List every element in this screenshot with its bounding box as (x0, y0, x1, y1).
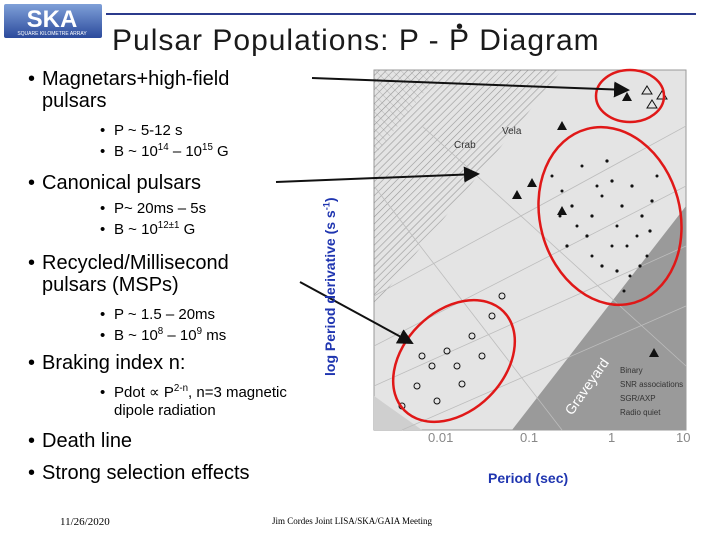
bullet-magnetars: • Magnetars+high-field pulsars (28, 68, 230, 112)
svg-text:Radio quiet: Radio quiet (620, 408, 661, 417)
footer-date: 11/26/2020 (60, 516, 110, 528)
bullet-recycled: • Recycled/Millisecond pulsars (MSPs) (28, 252, 229, 296)
svg-text:SGR/AXP: SGR/AXP (620, 394, 656, 403)
footer-meeting: Jim Cordes Joint LISA/SKA/GAIA Meeting (272, 516, 433, 526)
svg-text:SQUARE KILOMETRE ARRAY: SQUARE KILOMETRE ARRAY (17, 31, 87, 37)
svg-text:SNR associations: SNR associations (620, 380, 683, 389)
x-tick-3: 10 (676, 430, 691, 445)
bullet-magnetar-field: • B ~ 1014 – 1015 G (100, 142, 229, 160)
bullet-selection-effects: • Strong selection effects (28, 462, 250, 484)
bullet-canonical-field: • B ~ 1012±1 G (100, 220, 196, 238)
header-rule (106, 13, 696, 15)
x-tick-1: 0.1 (520, 430, 539, 445)
slide-title: Pulsar Populations: P - P • Diagram (112, 16, 600, 57)
x-tick-0: 0.01 (428, 430, 454, 445)
bullet-recycled-period: • P ~ 1.5 – 20ms (100, 306, 216, 323)
x-axis-label: Period (sec) (488, 470, 569, 486)
x-tick-2: 1 (608, 430, 616, 445)
bullet-recycled-field: • B ~ 108 – 109 ms (100, 326, 227, 344)
p-pdot-diagram: Crab Vela Graveyard Binary SNR associati… (373, 68, 687, 431)
svg-text:Binary: Binary (620, 366, 643, 375)
bullet-magnetar-period: • P ~ 5-12 s (100, 122, 183, 139)
svg-text:Crab: Crab (454, 140, 476, 151)
bullet-canonical: • Canonical pulsars (28, 172, 201, 194)
bullet-canonical-period: • P~ 20ms – 5s (100, 200, 207, 217)
bullet-death-line: • Death line (28, 430, 133, 452)
bullet-pdot-relation: • Pdot ∝ P2-n, n=3 magnetic dipole radiat… (100, 383, 287, 419)
ska-logo: SKA SQUARE KILOMETRE ARRAY (4, 4, 102, 38)
bullet-braking-index: • Braking index n: (28, 352, 186, 374)
svg-text:Vela: Vela (502, 126, 522, 137)
svg-text:SKA: SKA (27, 6, 78, 33)
y-axis-label: log Period derivative (s s-1) (321, 197, 338, 377)
